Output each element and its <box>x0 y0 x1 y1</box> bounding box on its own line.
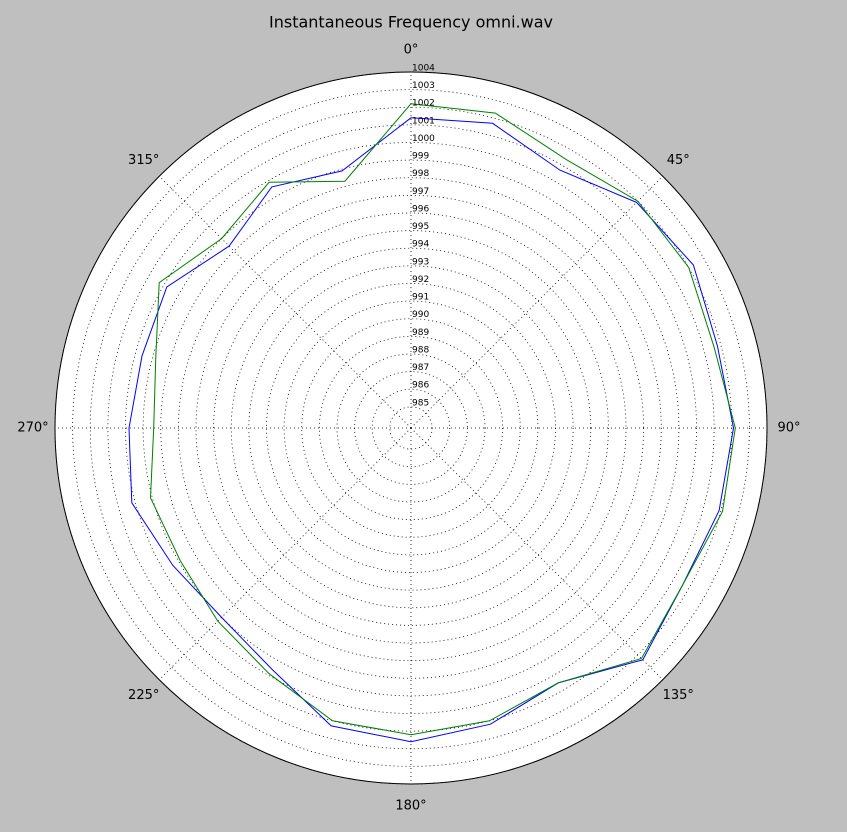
grid-circle <box>301 318 521 538</box>
grid-circle <box>160 177 662 679</box>
grid-spoke <box>158 427 412 681</box>
r-tick-label: 1001 <box>412 116 435 126</box>
grid-spoke <box>410 175 664 429</box>
grid-circle <box>54 71 768 785</box>
r-tick-label: 1000 <box>412 134 435 144</box>
r-tick-label: 996 <box>412 204 429 214</box>
grid-circle <box>336 353 486 503</box>
grid-circle <box>318 335 504 521</box>
grid-spoke <box>158 175 412 429</box>
labels: 985 986 987 988 989 990 991 992 993 994 995 996 997 9… <box>17 43 800 814</box>
grid-circle <box>283 300 539 556</box>
r-tick-label: 1002 <box>412 99 435 109</box>
theta-tick-label: 135° <box>663 688 694 703</box>
theta-tick-label: 45° <box>667 153 690 168</box>
r-tick-label: 988 <box>412 345 429 355</box>
grid-circle <box>389 406 433 450</box>
grid <box>54 71 768 785</box>
grid-spoke <box>410 427 664 681</box>
r-tick-label: 991 <box>412 293 429 303</box>
r-tick-label: 993 <box>412 257 429 267</box>
r-tick-label: 1003 <box>412 81 435 91</box>
r-tick-label: 995 <box>412 222 429 232</box>
theta-tick-label: 90° <box>777 421 800 436</box>
grid-circle <box>125 142 697 714</box>
theta-tick-label: 270° <box>17 421 48 436</box>
theta-tick-label: 180° <box>395 799 426 814</box>
theta-tick-label: 315° <box>128 153 159 168</box>
r-tick-label: 992 <box>412 275 429 285</box>
r-tick-label: 985 <box>412 398 429 408</box>
series-line <box>149 103 736 736</box>
grid-circle <box>248 265 574 591</box>
theta-tick-label: 225° <box>128 688 159 703</box>
grid-circle <box>72 89 750 767</box>
r-tick-label: 987 <box>412 363 429 373</box>
grid-circle <box>107 124 715 732</box>
r-tick-label: 986 <box>412 381 429 391</box>
grid-circle <box>213 230 609 626</box>
series-line <box>128 117 735 743</box>
chart-title: Instantaneous Frequency omni.wav <box>269 13 553 32</box>
grid-circle <box>230 247 592 609</box>
grid-circle <box>195 212 627 644</box>
r-tick-label: 990 <box>412 310 429 320</box>
lines <box>128 103 736 743</box>
grid-circle <box>142 159 680 697</box>
r-tick-label: 999 <box>412 152 429 162</box>
r-tick-label: 997 <box>412 187 429 197</box>
r-tick-label: 998 <box>412 169 429 179</box>
r-tick-label: 989 <box>412 328 429 338</box>
theta-tick-label: 0° <box>404 43 419 58</box>
grid-circle <box>371 388 451 468</box>
r-tick-label: 1004 <box>412 64 435 74</box>
r-tick-label: 994 <box>412 240 429 250</box>
